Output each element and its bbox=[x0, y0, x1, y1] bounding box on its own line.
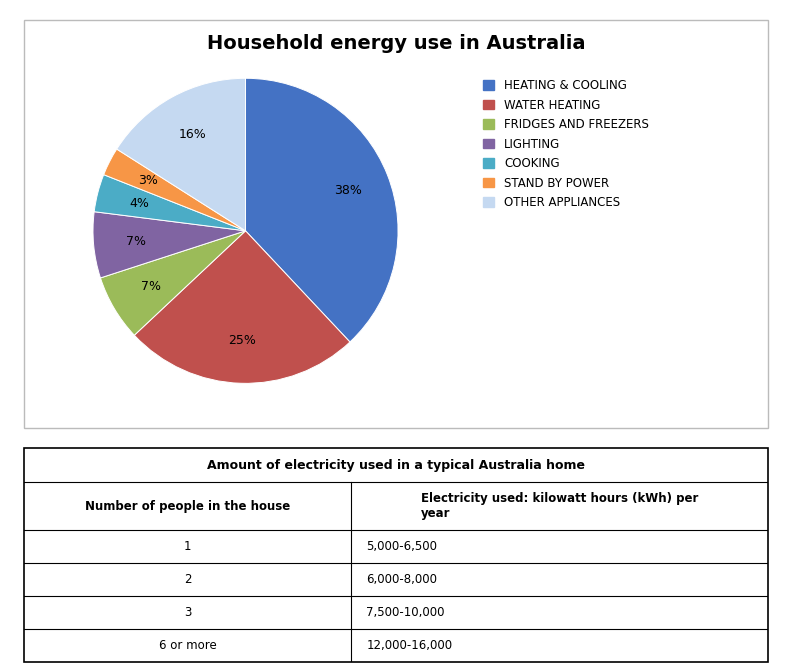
Wedge shape bbox=[93, 211, 246, 278]
Text: Household energy use in Australia: Household energy use in Australia bbox=[207, 34, 585, 53]
Legend: HEATING & COOLING, WATER HEATING, FRIDGES AND FREEZERS, LIGHTING, COOKING, STAND: HEATING & COOLING, WATER HEATING, FRIDGE… bbox=[480, 77, 651, 211]
Text: 7%: 7% bbox=[126, 235, 147, 248]
Text: 2: 2 bbox=[184, 573, 192, 586]
Text: 3: 3 bbox=[184, 606, 191, 619]
Text: 6,000-8,000: 6,000-8,000 bbox=[366, 573, 437, 586]
Wedge shape bbox=[116, 78, 246, 231]
Text: 16%: 16% bbox=[179, 128, 207, 141]
Text: 3%: 3% bbox=[138, 175, 158, 187]
Wedge shape bbox=[135, 231, 350, 383]
Wedge shape bbox=[104, 149, 246, 231]
Text: 25%: 25% bbox=[228, 334, 256, 347]
Wedge shape bbox=[94, 175, 246, 231]
Text: Number of people in the house: Number of people in the house bbox=[85, 500, 290, 512]
Wedge shape bbox=[101, 231, 246, 335]
Text: 4%: 4% bbox=[129, 197, 149, 210]
Text: 7%: 7% bbox=[141, 280, 161, 293]
Text: 6 or more: 6 or more bbox=[158, 639, 216, 652]
Wedge shape bbox=[246, 78, 398, 342]
Text: 7,500-10,000: 7,500-10,000 bbox=[366, 606, 445, 619]
Text: Amount of electricity used in a typical Australia home: Amount of electricity used in a typical … bbox=[207, 459, 585, 472]
Text: 38%: 38% bbox=[333, 184, 362, 197]
Text: 12,000-16,000: 12,000-16,000 bbox=[366, 639, 452, 652]
Text: 5,000-6,500: 5,000-6,500 bbox=[366, 540, 437, 553]
Text: Electricity used: kilowatt hours (kWh) per
year: Electricity used: kilowatt hours (kWh) p… bbox=[421, 492, 699, 520]
Text: 1: 1 bbox=[184, 540, 192, 553]
